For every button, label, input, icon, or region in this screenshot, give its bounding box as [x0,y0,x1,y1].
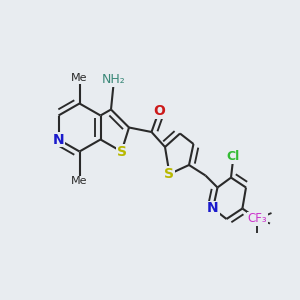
Text: O: O [153,104,165,118]
Text: Me: Me [71,176,88,187]
Text: N: N [207,202,219,215]
Text: S: S [116,145,127,158]
Text: N: N [53,133,64,146]
Text: NH₂: NH₂ [102,73,126,86]
Text: Cl: Cl [227,150,240,163]
Text: CF₃: CF₃ [248,212,267,226]
Text: Me: Me [71,73,88,83]
Text: S: S [164,167,175,181]
